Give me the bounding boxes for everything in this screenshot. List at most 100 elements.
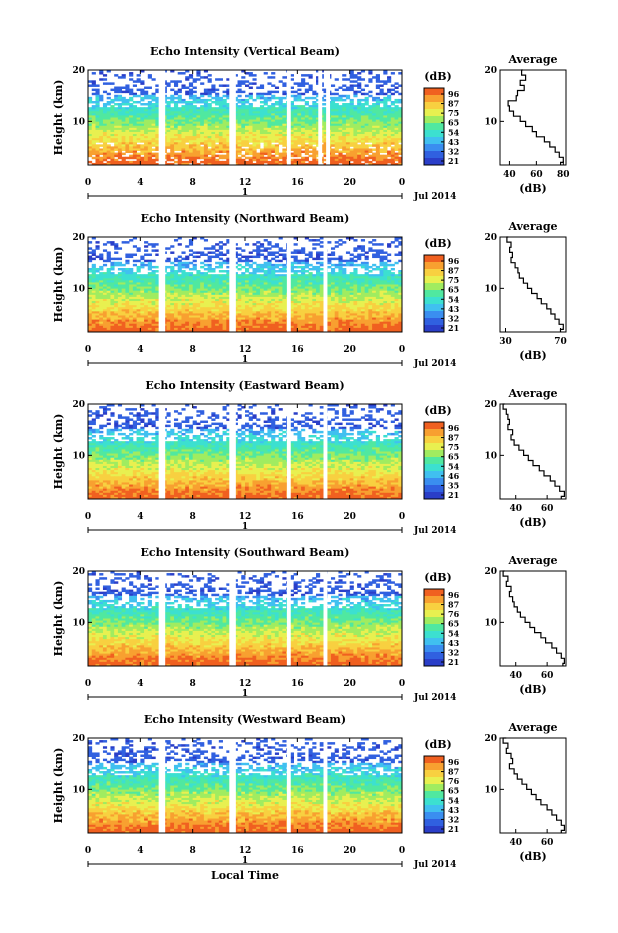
profile-title: Average (507, 721, 557, 734)
x-tick-label: 12 (239, 178, 252, 188)
colorbar-segment (424, 652, 444, 660)
profile-x-tick-label: 40 (509, 671, 522, 681)
colorbar-segment (424, 144, 444, 152)
colorbar-segment (424, 429, 444, 437)
data-gap (324, 404, 328, 499)
colorbar-tick-label: 65 (448, 118, 459, 128)
data-gap (318, 70, 322, 165)
colorbar-segment (424, 311, 444, 319)
colorbar-segment (424, 158, 444, 166)
colorbar-tick-label: 35 (448, 480, 459, 490)
colorbar-tick-label: 46 (448, 471, 460, 481)
x-tick-label: 4 (137, 512, 143, 522)
colorbar-segment (424, 645, 444, 653)
x-tick-label: 0 (85, 512, 91, 522)
colorbar-tick-label: 43 (448, 638, 460, 648)
colorbar-tick-label: 96 (448, 423, 460, 433)
colorbar-segment (424, 812, 444, 820)
profile-title: Average (507, 387, 557, 400)
date-label: Jul 2014 (413, 860, 456, 870)
colorbar-unit: (dB) (424, 404, 451, 417)
x-tick-label: 0 (85, 846, 91, 856)
colorbar-tick-label: 32 (448, 647, 459, 657)
data-gap (287, 404, 291, 499)
y-axis-label: Height (km) (52, 414, 65, 490)
colorbar-unit: (dB) (424, 571, 451, 584)
colorbar-segment (424, 596, 444, 604)
colorbar-segment (424, 478, 444, 486)
colorbar-segment (424, 464, 444, 472)
colorbar-tick-label: 65 (448, 285, 459, 295)
panel-title: Echo Intensity (Eastward Beam) (145, 379, 344, 392)
colorbar-segment (424, 791, 444, 799)
colorbar-tick-label: 54 (448, 795, 460, 805)
colorbar-segment (424, 137, 444, 145)
colorbar-segment (424, 290, 444, 298)
colorbar-segment (424, 805, 444, 813)
x-tick-label: 8 (190, 178, 196, 188)
profile-x-tick-label: 40 (509, 838, 522, 848)
profile-frame (500, 70, 566, 165)
colorbar-segment (424, 492, 444, 500)
data-gap (324, 738, 328, 833)
y-tick-label: 20 (72, 66, 85, 76)
heatmap-cells (88, 70, 402, 165)
x-tick-label: 16 (291, 178, 304, 188)
profile-x-tick-label: 60 (541, 671, 554, 681)
colorbar-tick-label: 43 (448, 137, 460, 147)
colorbar-tick-label: 96 (448, 757, 460, 767)
x-tick-label: 0 (85, 178, 91, 188)
colorbar-tick-label: 87 (448, 266, 459, 276)
date-label: Jul 2014 (413, 192, 456, 202)
x-tick-label: 20 (343, 846, 356, 856)
average-profile-line (503, 571, 564, 666)
x-tick-label: 4 (137, 846, 143, 856)
profile-y-tick-label: 20 (484, 66, 497, 76)
profile-x-tick-label: 30 (499, 337, 512, 347)
x-tick-label: 12 (239, 345, 252, 355)
colorbar-tick-label: 76 (448, 776, 460, 786)
panel-title: Echo Intensity (Northward Beam) (141, 212, 350, 225)
profile-x-tick-label: 60 (541, 838, 554, 848)
x-tick-label: 12 (239, 679, 252, 689)
colorbar-tick-label: 96 (448, 89, 460, 99)
data-gap (324, 571, 328, 666)
date-label: Jul 2014 (413, 526, 456, 536)
profile-title: Average (507, 220, 557, 233)
colorbar-tick-label: 54 (448, 461, 460, 471)
colorbar-segment (424, 798, 444, 806)
profile-x-tick-label: 70 (554, 337, 567, 347)
x-tick-label: 12 (239, 846, 252, 856)
colorbar-segment (424, 151, 444, 159)
data-gap (287, 70, 291, 165)
profile-x-label: (dB) (519, 516, 546, 529)
date-label: Jul 2014 (413, 359, 456, 369)
colorbar-tick-label: 96 (448, 256, 460, 266)
colorbar-tick-label: 32 (448, 814, 459, 824)
average-profile-line (508, 70, 563, 165)
x-tick-label: 8 (190, 512, 196, 522)
day-label: 1 (242, 188, 248, 198)
colorbar-tick-label: 96 (448, 590, 460, 600)
y-tick-label: 10 (72, 284, 85, 294)
day-label: 1 (242, 856, 248, 866)
x-tick-label: 8 (190, 345, 196, 355)
profile-x-label: (dB) (519, 683, 546, 696)
colorbar-segment (424, 123, 444, 131)
colorbar-tick-label: 87 (448, 600, 459, 610)
data-gap (324, 237, 328, 332)
average-profile-line (503, 738, 564, 833)
colorbar-segment (424, 819, 444, 827)
y-tick-label: 10 (72, 451, 85, 461)
x-tick-label: 0 (85, 679, 91, 689)
day-label: 1 (242, 522, 248, 532)
profile-y-tick-label: 10 (484, 284, 497, 294)
y-axis-label: Height (km) (52, 80, 65, 156)
colorbar-unit: (dB) (424, 738, 451, 751)
profile-y-tick-label: 10 (484, 117, 497, 127)
profile-y-tick-label: 10 (484, 451, 497, 461)
heatmap-cells (88, 237, 402, 332)
data-gap (287, 738, 291, 833)
profile-x-tick-label: 80 (557, 170, 570, 180)
